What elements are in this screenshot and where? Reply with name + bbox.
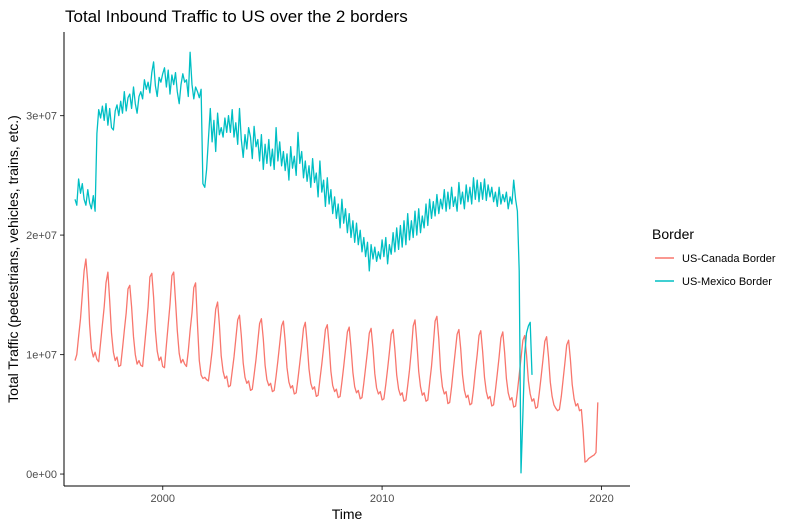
y-tick-label: 3e+07	[26, 111, 57, 123]
x-axis-title: Time	[332, 506, 363, 522]
legend-label-us-canada: US-Canada Border	[682, 253, 776, 265]
y-axis-title: Total Traffic (pedestrians, vehicles, tr…	[5, 115, 21, 403]
y-tick-label: 2e+07	[26, 230, 57, 242]
y-tick-label: 0e+00	[26, 469, 57, 481]
series-layer	[75, 52, 598, 473]
x-axis-ticks: 2000 2010 2020	[150, 486, 613, 505]
x-tick-label: 2000	[150, 493, 174, 505]
x-tick-label: 2020	[589, 493, 613, 505]
chart-title: Total Inbound Traffic to US over the 2 b…	[65, 7, 408, 26]
legend-title: Border	[652, 226, 694, 242]
legend: Border US-Canada Border US-Mexico Border	[652, 226, 776, 288]
y-axis-ticks: 0e+00 1e+07 2e+07 3e+07	[26, 111, 64, 481]
y-tick-label: 1e+07	[26, 350, 57, 362]
x-tick-label: 2010	[370, 493, 394, 505]
series-line-us-mexico	[75, 52, 532, 473]
legend-label-us-mexico: US-Mexico Border	[682, 276, 772, 288]
